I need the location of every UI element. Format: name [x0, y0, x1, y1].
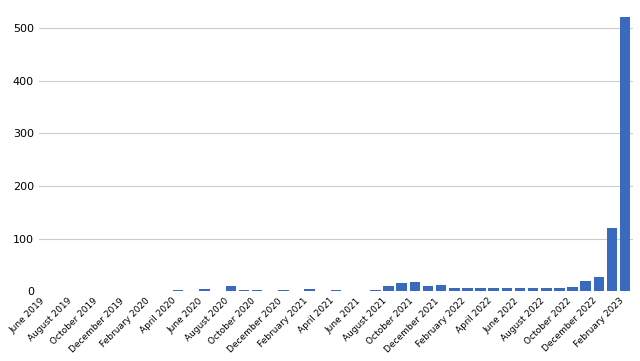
Bar: [462, 288, 473, 291]
Bar: [594, 277, 604, 291]
Bar: [252, 290, 262, 291]
Bar: [173, 290, 184, 291]
Bar: [370, 290, 381, 291]
Bar: [239, 290, 249, 291]
Bar: [199, 289, 210, 291]
Bar: [567, 287, 578, 291]
Bar: [488, 288, 499, 291]
Bar: [502, 288, 512, 291]
Bar: [278, 290, 289, 291]
Bar: [554, 288, 564, 291]
Bar: [436, 285, 446, 291]
Bar: [331, 290, 341, 291]
Bar: [423, 286, 433, 291]
Bar: [449, 288, 460, 291]
Bar: [396, 283, 407, 291]
Bar: [305, 289, 315, 291]
Bar: [620, 17, 630, 291]
Bar: [580, 281, 591, 291]
Bar: [383, 286, 394, 291]
Bar: [476, 288, 486, 291]
Bar: [515, 288, 525, 291]
Bar: [607, 228, 618, 291]
Bar: [541, 288, 552, 291]
Bar: [410, 282, 420, 291]
Bar: [225, 286, 236, 291]
Bar: [528, 288, 538, 291]
